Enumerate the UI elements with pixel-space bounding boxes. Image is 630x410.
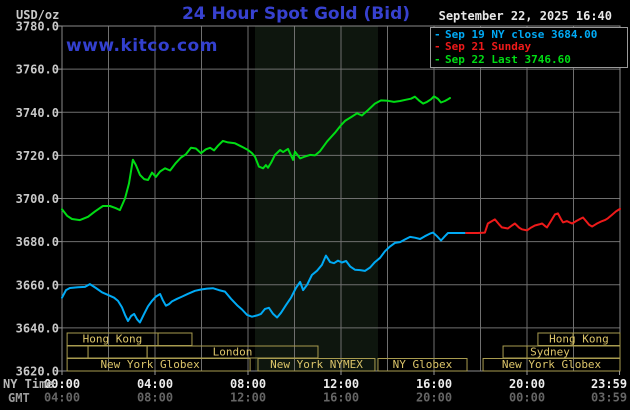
y-tick-label: 3660.0 (16, 278, 59, 292)
session-label: Sydney (530, 346, 570, 359)
x-tick-label-gmt: 03:59 (591, 391, 627, 405)
y-tick-label: 3640.0 (16, 321, 59, 335)
session-label: New York Globex (100, 358, 200, 371)
session-label: NY Globex (393, 358, 453, 371)
session-box (257, 358, 376, 372)
legend-line-sample-cyan: - (434, 28, 441, 41)
session-box (66, 345, 89, 359)
x-tick-label-ny: 16:00 (416, 377, 452, 391)
x-tick-label-ny: 04:00 (137, 377, 173, 391)
x-axis-gmt-label: GMT (8, 391, 30, 405)
x-tick-label-ny: 20:00 (509, 377, 545, 391)
legend-label: Sep 22 Last 3746.60 (445, 52, 571, 66)
series-line-sep-22-last (61, 95, 451, 222)
legend-item-sep19: - Sep 19 NY close 3684.00 (434, 28, 627, 41)
legend-label: Sep 19 NY close 3684.00 (445, 28, 598, 41)
legend-label: Sep 21 Sunday (445, 40, 532, 54)
session-box (502, 345, 528, 359)
kitco-watermark-link[interactable]: www.kitco.com (66, 36, 218, 56)
y-tick-label: 3700.0 (16, 192, 59, 206)
x-tick-label-gmt: 16:00 (323, 391, 359, 405)
session-box (87, 345, 148, 359)
page-title: 24 Hour Spot Gold (Bid) (181, 4, 411, 24)
x-tick-label-ny: 08:00 (230, 377, 266, 391)
x-tick-label-gmt: 04:00 (44, 391, 80, 405)
session-box (482, 358, 621, 372)
y-tick-label: 3780.0 (16, 20, 59, 34)
series-line-sep-21-sunday (465, 207, 621, 234)
y-tick-label: 3620.0 (16, 365, 59, 379)
y-tick-label: 3740.0 (16, 106, 59, 120)
x-tick-label-gmt: 00:00 (509, 391, 545, 405)
session-label: Hong Kong (549, 333, 609, 346)
x-tick-label-gmt: 12:00 (230, 391, 266, 405)
legend-item-sep21: - Sep 21 Sunday (434, 40, 627, 54)
session-label: New York NYMEX (270, 358, 363, 371)
x-tick-label-ny: 23:59 (591, 377, 627, 391)
y-tick-label: 3760.0 (16, 63, 59, 77)
y-tick-label: 3680.0 (16, 235, 59, 249)
session-label: Hong Kong (83, 333, 143, 346)
session-box (377, 358, 468, 372)
x-tick-label-ny: 00:00 (44, 377, 80, 391)
legend-line-sample-green: - (434, 52, 441, 66)
session-box (66, 358, 251, 372)
legend-box: - Sep 19 NY close 3684.00 - Sep 21 Sunday … (430, 27, 628, 68)
y-axis-unit-label: USD/oz (16, 8, 60, 22)
legend-item-sep22: - Sep 22 Last 3746.60 (434, 52, 627, 66)
x-tick-label-gmt: 08:00 (137, 391, 173, 405)
chart-datetime: September 22, 2025 16:40 (438, 9, 612, 23)
session-label: London (213, 346, 253, 359)
x-tick-label-ny: 12:00 (323, 377, 359, 391)
x-axis-ny-time-label: NY Time (3, 377, 54, 391)
x-tick-label-gmt: 20:00 (416, 391, 452, 405)
series-line-sep-19-ny-close (61, 231, 466, 324)
y-tick-label: 3720.0 (16, 149, 59, 163)
legend-line-sample-red: - (434, 40, 441, 54)
session-label: New York Globex (502, 358, 602, 371)
